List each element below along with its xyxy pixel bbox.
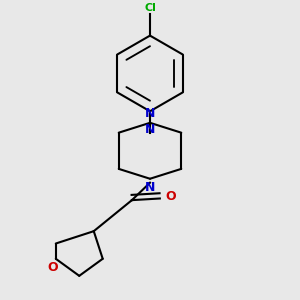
Text: O: O xyxy=(166,190,176,203)
Text: Cl: Cl xyxy=(144,3,156,13)
Text: N: N xyxy=(145,107,155,120)
Text: O: O xyxy=(47,261,58,274)
Text: N: N xyxy=(145,123,155,136)
Text: N: N xyxy=(145,182,155,194)
